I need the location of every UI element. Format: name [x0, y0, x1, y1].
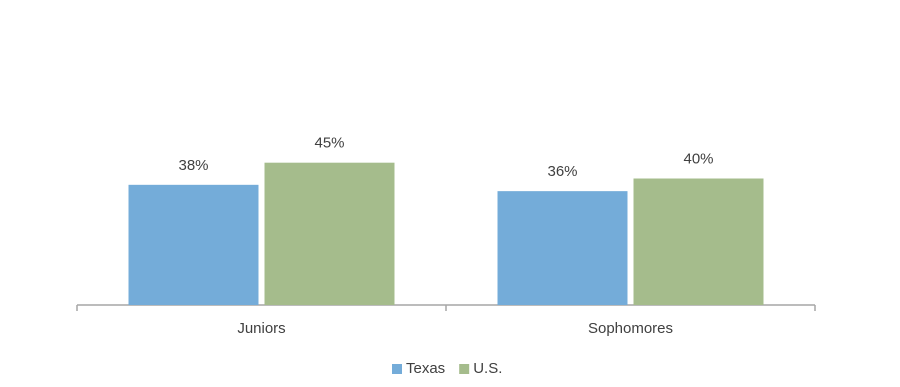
legend-label: U.S. [473, 360, 502, 377]
bar [633, 178, 764, 305]
value-label: 36% [547, 163, 577, 180]
legend-label: Texas [406, 360, 445, 377]
bar [128, 184, 259, 305]
legend-swatch [392, 364, 402, 374]
value-label: 38% [178, 157, 208, 174]
x-tick-label: Juniors [237, 320, 285, 337]
bar [264, 162, 395, 305]
value-label: 40% [683, 150, 713, 167]
value-label: 45% [314, 135, 344, 152]
legend-swatch [459, 364, 470, 374]
bar [497, 191, 628, 305]
x-tick-label: Sophomores [588, 320, 673, 337]
